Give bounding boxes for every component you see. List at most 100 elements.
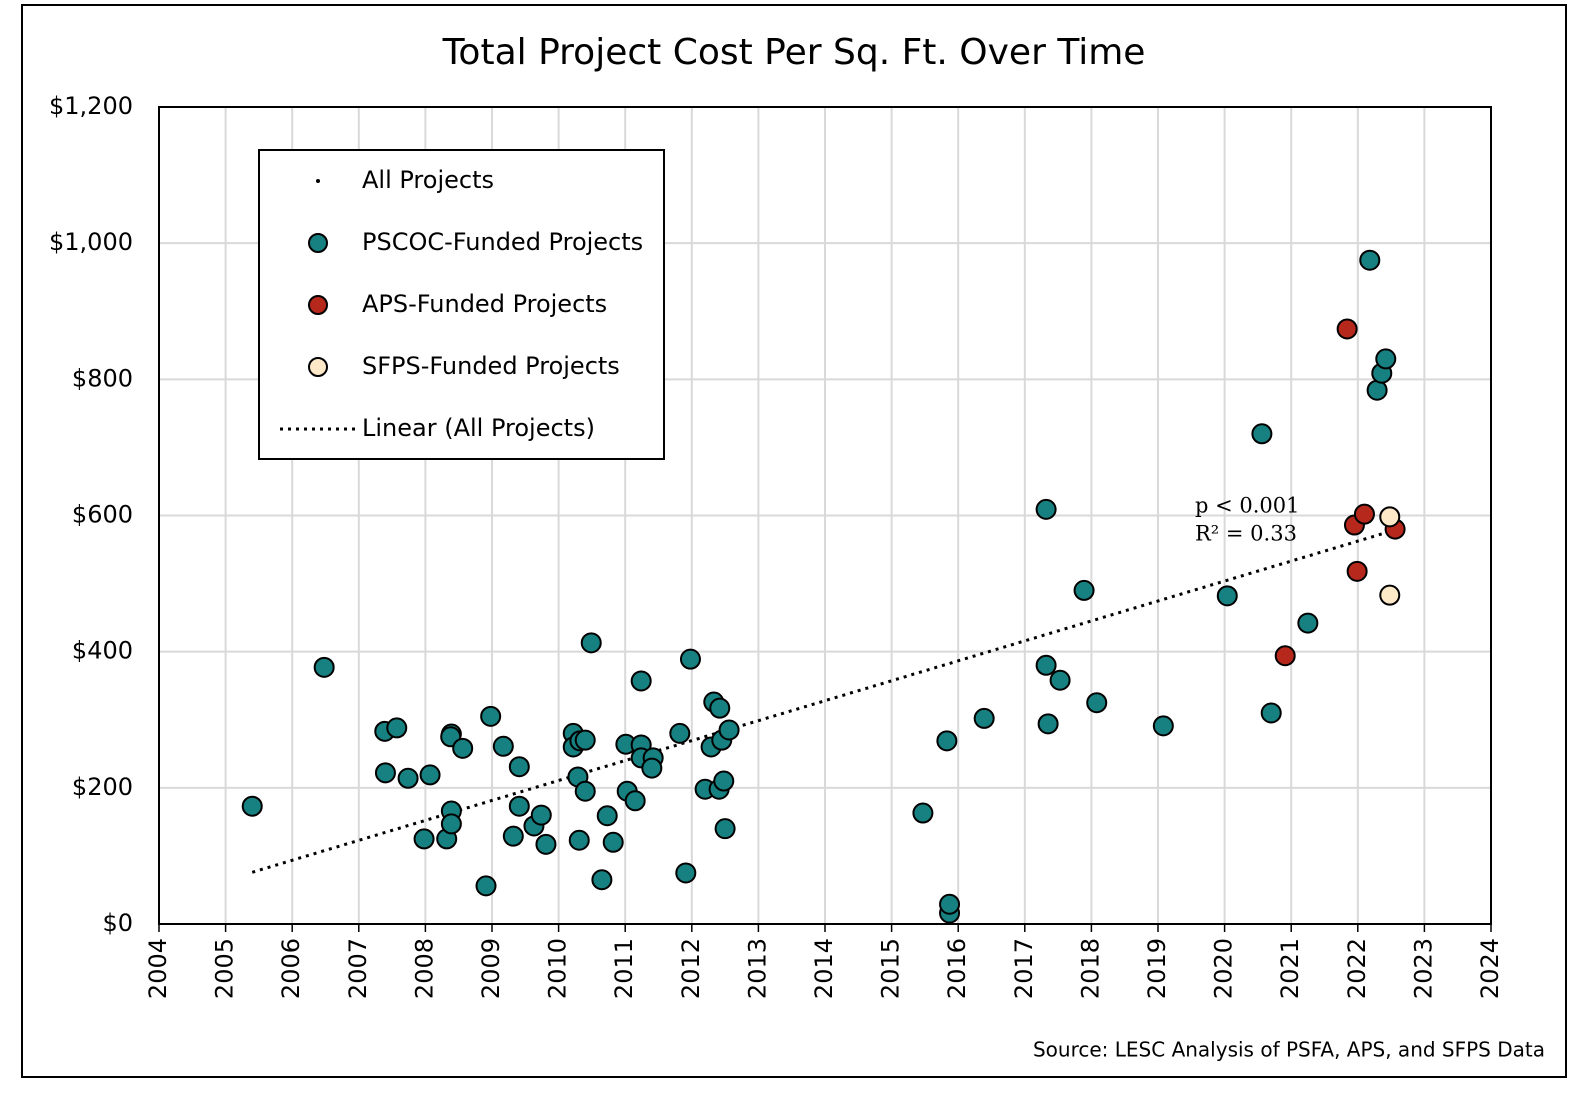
data-point — [1035, 498, 1057, 520]
x-tick-label: 2010 — [544, 938, 572, 999]
x-tick-label: 2021 — [1276, 938, 1304, 999]
data-point — [1274, 645, 1296, 667]
y-tick-label: $600 — [72, 501, 133, 529]
legend-label: PSCOC-Funded Projects — [362, 228, 643, 256]
data-point — [1375, 348, 1397, 370]
data-point — [1260, 702, 1282, 724]
data-point — [580, 632, 602, 654]
data-point — [1251, 423, 1273, 445]
source-note: Source: LESC Analysis of PSFA, APS, and … — [1033, 1038, 1545, 1062]
y-tick-label: $0 — [102, 909, 133, 937]
chart-title: Total Project Cost Per Sq. Ft. Over Time — [442, 32, 1146, 73]
data-point — [596, 805, 618, 827]
data-point — [1216, 585, 1238, 607]
plot-border — [158, 106, 1492, 925]
data-point — [713, 770, 735, 792]
data-point — [679, 648, 701, 670]
data-point — [624, 790, 646, 812]
annotation: R² = 0.33 — [1195, 522, 1297, 546]
data-point — [1035, 654, 1057, 676]
data-point — [709, 697, 731, 719]
x-tick-label: 2018 — [1076, 938, 1104, 999]
x-tick-label: 2023 — [1409, 938, 1437, 999]
legend-label: All Projects — [362, 166, 494, 194]
legend-marker — [308, 233, 328, 253]
x-tick-label: 2009 — [477, 938, 505, 999]
y-tick-label: $1,200 — [49, 92, 133, 120]
x-tick-label: 2011 — [610, 938, 638, 999]
data-point — [1049, 669, 1071, 691]
x-tick-label: 2008 — [410, 938, 438, 999]
x-tick-label: 2024 — [1476, 938, 1504, 999]
data-point — [475, 875, 497, 897]
data-point — [574, 780, 596, 802]
x-tick-label: 2012 — [677, 938, 705, 999]
marks — [241, 249, 1406, 924]
x-tick-label: 2020 — [1210, 938, 1238, 999]
x-tick-label: 2019 — [1143, 938, 1171, 999]
legend-marker — [308, 357, 328, 377]
data-point — [1336, 318, 1358, 340]
data-point — [1086, 692, 1108, 714]
data-point — [313, 656, 335, 678]
x-tick-label: 2004 — [144, 938, 172, 999]
x-tick-label: 2022 — [1343, 938, 1371, 999]
legend-label: APS-Funded Projects — [362, 290, 607, 318]
data-point — [419, 764, 441, 786]
data-point — [535, 833, 557, 855]
data-point — [530, 804, 552, 826]
data-point — [718, 719, 740, 741]
data-point — [936, 730, 958, 752]
data-point — [669, 722, 691, 744]
x-tick-label: 2014 — [810, 938, 838, 999]
data-point — [440, 813, 462, 835]
data-point — [630, 670, 652, 692]
data-point — [413, 828, 435, 850]
legend-label: SFPS-Funded Projects — [362, 352, 620, 380]
data-point — [1073, 579, 1095, 601]
data-point — [912, 802, 934, 824]
chart-border — [21, 4, 1567, 1078]
data-point — [714, 818, 736, 840]
legend-label: Linear (All Projects) — [362, 414, 595, 442]
legend-marker — [316, 179, 320, 183]
data-point — [1297, 612, 1319, 634]
data-point — [1152, 715, 1174, 737]
x-tick-label: 2016 — [943, 938, 971, 999]
data-point — [1366, 379, 1388, 401]
data-point — [508, 756, 530, 778]
x-tick-label: 2007 — [344, 938, 372, 999]
data-point — [397, 767, 419, 789]
legend-marker — [308, 295, 328, 315]
data-point — [641, 757, 663, 779]
x-tick-label: 2017 — [1010, 938, 1038, 999]
data-point — [1379, 506, 1401, 528]
data-point — [502, 825, 524, 847]
data-point — [568, 829, 590, 851]
data-point — [508, 795, 530, 817]
data-point — [591, 869, 613, 891]
data-point — [1353, 503, 1375, 525]
annotation: p < 0.001 — [1195, 494, 1300, 518]
x-tick-label: 2013 — [743, 938, 771, 999]
data-point — [1346, 560, 1368, 582]
data-point — [480, 705, 502, 727]
y-tick-label: $1,000 — [49, 228, 133, 256]
data-point — [1037, 713, 1059, 735]
data-point — [602, 831, 624, 853]
data-point — [452, 737, 474, 759]
x-tick-label: 2006 — [277, 938, 305, 999]
data-point — [241, 795, 263, 817]
data-point — [492, 735, 514, 757]
data-point — [675, 862, 697, 884]
data-point — [374, 762, 396, 784]
data-point — [386, 717, 408, 739]
y-tick-label: $200 — [72, 773, 133, 801]
data-point — [574, 729, 596, 751]
data-point — [1359, 249, 1381, 271]
trendline — [251, 529, 1392, 874]
data-point — [1379, 584, 1401, 606]
y-tick-label: $400 — [72, 637, 133, 665]
x-tick-label: 2015 — [877, 938, 905, 999]
